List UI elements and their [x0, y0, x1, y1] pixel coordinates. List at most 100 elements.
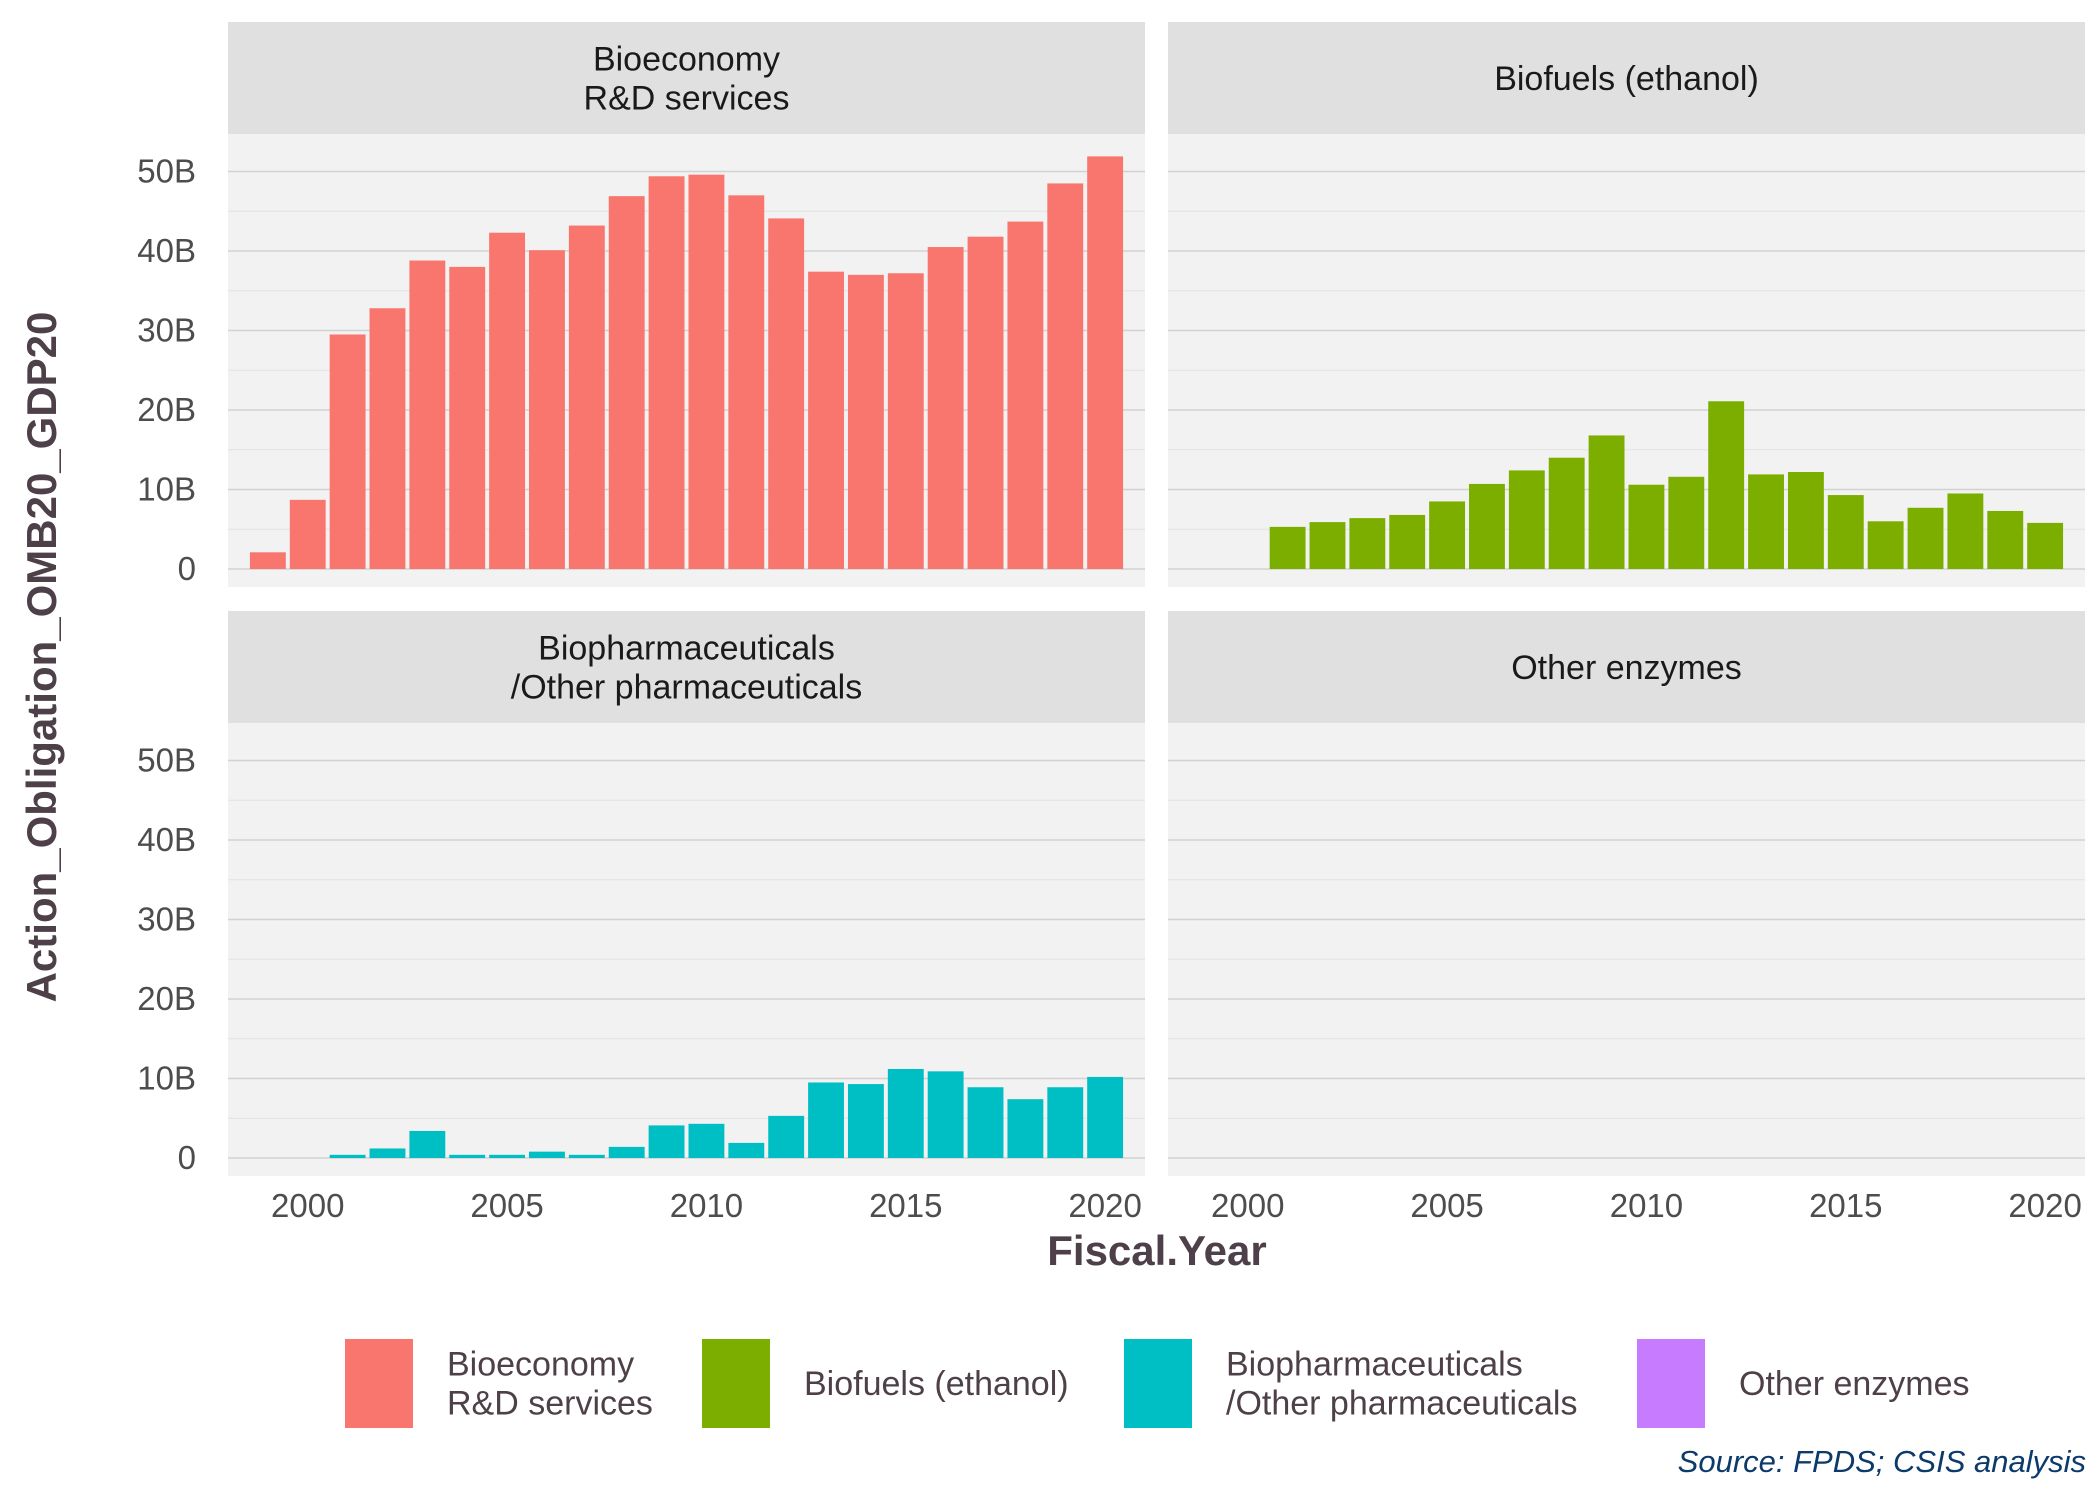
y-tick-label: 30B	[137, 901, 196, 938]
facet-panel-3: Biopharmaceuticals/Other pharmaceuticals	[228, 611, 1145, 1176]
bar	[927, 1071, 964, 1158]
bar	[1047, 183, 1084, 570]
bar	[1867, 521, 1904, 569]
legend-label-line: R&D services	[447, 1385, 653, 1423]
bar	[967, 1087, 1004, 1158]
bar	[2027, 522, 2064, 569]
bar	[1389, 514, 1426, 569]
bar	[289, 499, 326, 569]
bar	[927, 247, 964, 569]
y-tick-label: 40B	[137, 232, 196, 269]
facet-strip	[228, 611, 1145, 723]
x-tick-label: 2015	[869, 1187, 942, 1224]
bar	[329, 334, 366, 569]
y-tick-label: 40B	[137, 821, 196, 858]
y-tick-label: 20B	[137, 391, 196, 428]
bar	[688, 1123, 725, 1158]
y-tick-label: 10B	[137, 1060, 196, 1097]
legend-label-line: /Other pharmaceuticals	[1226, 1385, 1578, 1423]
x-tick-label: 2010	[1610, 1187, 1683, 1224]
bar	[369, 1148, 406, 1158]
bar	[1628, 484, 1665, 569]
bar	[887, 1068, 924, 1158]
facet-strip	[228, 22, 1145, 134]
bar	[648, 1125, 685, 1158]
bar	[1827, 495, 1864, 569]
bar	[1987, 510, 2024, 569]
x-axis-ticks: 2000 2005 2010 2015 2020 2000 2005 2010 2015 2020	[271, 1187, 2082, 1224]
bar	[1087, 1076, 1124, 1158]
x-tick-label: 2020	[2008, 1187, 2081, 1224]
y-tick-label: 10B	[137, 471, 196, 508]
x-tick-label: 2020	[1068, 1187, 1141, 1224]
y-tick-label: 0	[178, 550, 196, 587]
facet-title-line: R&D services	[584, 80, 790, 118]
bar	[847, 1084, 884, 1158]
x-tick-label: 2010	[670, 1187, 743, 1224]
bar	[409, 1130, 446, 1158]
bar	[1269, 526, 1306, 569]
bar	[449, 266, 486, 569]
bar	[409, 260, 446, 569]
bar	[1668, 476, 1705, 569]
facet-title-line: Other enzymes	[1511, 649, 1742, 687]
x-tick-label: 2005	[470, 1187, 543, 1224]
x-tick-label: 2000	[1211, 1187, 1284, 1224]
y-axis-title: Action_Obligation_OMB20_GDP20	[18, 312, 65, 1003]
legend-item-4: Other enzymes	[1637, 1339, 1970, 1428]
bar	[249, 552, 286, 569]
y-tick-label: 50B	[137, 153, 196, 190]
bar	[568, 1154, 605, 1158]
y-tick-label: 30B	[137, 312, 196, 349]
bar	[768, 1115, 805, 1158]
bar	[1007, 221, 1044, 569]
bar	[489, 232, 526, 569]
bar	[808, 1082, 844, 1158]
x-tick-label: 2005	[1410, 1187, 1483, 1224]
facet-panel-4: Other enzymes	[1168, 611, 2085, 1176]
bar	[1748, 474, 1784, 569]
legend-item-3: Biopharmaceuticals/Other pharmaceuticals	[1124, 1339, 1578, 1428]
bar	[329, 1154, 366, 1158]
bar	[608, 1146, 645, 1158]
legend-label-line: Biopharmaceuticals	[1226, 1346, 1523, 1384]
y-tick-label: 20B	[137, 980, 196, 1017]
facet-strip	[1168, 611, 2085, 723]
bar	[529, 250, 565, 569]
bar	[608, 196, 645, 569]
bar	[1047, 1087, 1084, 1158]
bar	[808, 271, 844, 569]
bar	[847, 274, 884, 569]
facet-title-line: Biofuels (ethanol)	[1494, 60, 1759, 98]
y-tick-label: 50B	[137, 742, 196, 779]
source-caption: Source: FPDS; CSIS analysis	[1678, 1444, 2086, 1479]
facet-title-line: /Other pharmaceuticals	[511, 669, 863, 707]
facet-title-line: Bioeconomy	[593, 41, 780, 79]
facet-plot-background	[1168, 723, 2085, 1176]
legend-key	[702, 1339, 770, 1428]
bar	[1429, 501, 1466, 569]
x-tick-label: 2015	[1809, 1187, 1882, 1224]
bar	[489, 1154, 526, 1158]
bar	[728, 1142, 765, 1158]
bar	[449, 1154, 486, 1158]
bar	[1469, 483, 1505, 569]
bar	[1349, 518, 1386, 569]
bar	[1087, 156, 1124, 569]
legend-item-2: Biofuels (ethanol)	[702, 1339, 1069, 1428]
bar	[568, 225, 605, 569]
bar	[688, 174, 725, 569]
legend-key	[1637, 1339, 1705, 1428]
bar	[1708, 401, 1745, 569]
bar	[1787, 472, 1824, 569]
bar	[369, 308, 406, 569]
x-axis-title: Fiscal.Year	[1047, 1227, 1267, 1274]
legend-key	[345, 1339, 413, 1428]
legend-label-line: Biofuels (ethanol)	[804, 1365, 1069, 1403]
legend-label-line: Other enzymes	[1739, 1365, 1970, 1403]
